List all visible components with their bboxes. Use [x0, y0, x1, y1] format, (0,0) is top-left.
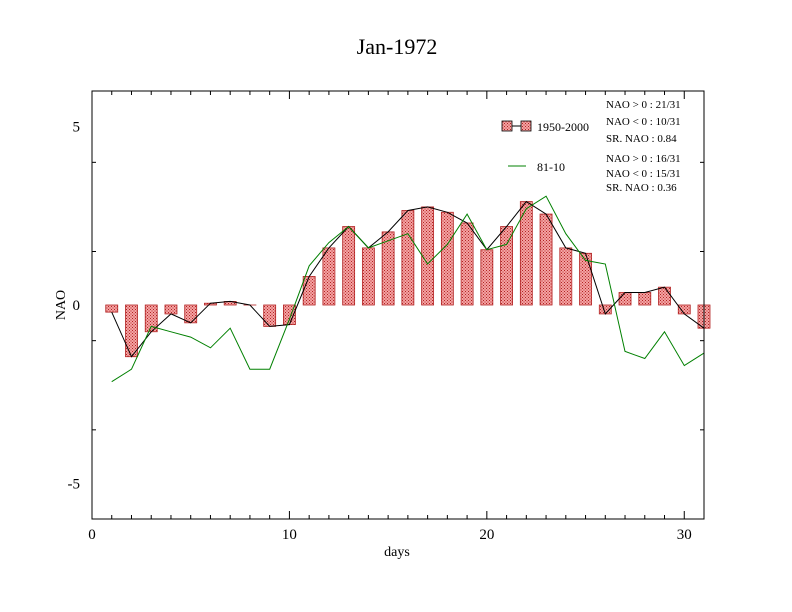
bar-day-28	[638, 292, 652, 306]
stat-sr-81-10: SR. NAO : 0.36	[606, 182, 677, 194]
series-line-81-10	[111, 195, 705, 383]
y-tick-label--5: -5	[68, 476, 81, 492]
legend-swatch-1950-2000-left	[501, 120, 513, 132]
x-tick-label-10: 10	[282, 527, 297, 543]
bar-day-27	[618, 292, 632, 306]
series-line-1950-2000	[111, 200, 705, 358]
y-tick-label-5: 5	[73, 120, 81, 136]
bar-day-14	[361, 247, 375, 306]
stats-block-1950-2000: NAO > 0 : 21/31 NAO < 0 : 10/31 SR. NAO …	[606, 99, 681, 145]
bar-day-17	[421, 206, 435, 306]
bar-day-20	[480, 249, 494, 306]
bar-day-19	[460, 222, 474, 306]
bar-day-11	[302, 276, 316, 306]
x-tick-label-30: 30	[677, 527, 692, 543]
y-axis-label: NAO	[54, 290, 69, 320]
legend-swatch-1950-2000-right	[520, 120, 532, 132]
axes: 0 10 20 30 -5 0 5	[68, 91, 705, 543]
bar-day-15	[381, 231, 395, 306]
bar-day-12	[322, 247, 336, 306]
chart-title: Jan-1972	[357, 34, 438, 59]
x-axis-label: days	[384, 545, 410, 560]
bar-day-24	[559, 247, 573, 306]
legend-label-1950-2000: 1950-2000	[537, 120, 589, 134]
legend-entry-1950-2000: 1950-2000	[501, 120, 589, 134]
bar-day-23	[539, 213, 553, 306]
bar-day-9	[263, 304, 277, 327]
bar-day-13	[342, 226, 356, 306]
bar-day-4	[164, 304, 178, 315]
legend-label-81-10: 81-10	[537, 160, 565, 174]
stats-block-81-10: NAO > 0 : 16/31 NAO < 0 : 15/31 SR. NAO …	[606, 153, 681, 194]
x-tick-label-0: 0	[88, 527, 96, 543]
y-tick-label-0: 0	[73, 298, 81, 314]
stat-positive-1950-2000: NAO > 0 : 21/31	[606, 99, 681, 111]
legend: 1950-2000 81-10	[501, 120, 589, 174]
bar-day-2	[125, 304, 138, 358]
bar-day-5	[184, 304, 198, 324]
bar-day-30	[677, 304, 691, 315]
stat-negative-1950-2000: NAO < 0 : 10/31	[606, 116, 681, 128]
bar-day-21	[500, 226, 513, 306]
bar-day-18	[440, 211, 454, 306]
legend-entry-81-10: 81-10	[508, 160, 565, 174]
stat-positive-81-10: NAO > 0 : 16/31	[606, 153, 681, 165]
x-tick-label-20: 20	[479, 527, 494, 543]
bar-day-16	[401, 210, 415, 306]
stat-sr-1950-2000: SR. NAO : 0.84	[606, 133, 677, 145]
plot-area	[105, 195, 711, 383]
stat-negative-81-10: NAO < 0 : 15/31	[606, 168, 681, 180]
bar-day-1	[105, 304, 119, 313]
bar-day-29	[658, 286, 671, 306]
plot-frame	[91, 90, 705, 520]
